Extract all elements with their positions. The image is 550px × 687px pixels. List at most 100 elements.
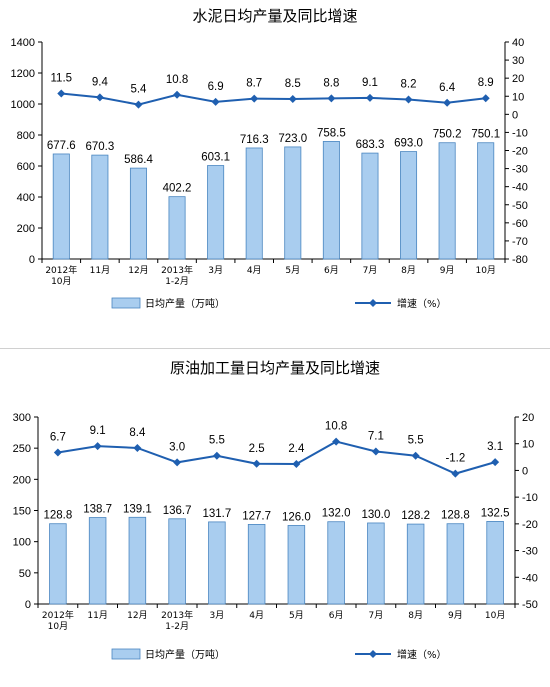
growth-marker <box>332 437 341 446</box>
legend-line-label: 增速（%） <box>397 297 447 310</box>
x-tick-label-line: 6月 <box>329 610 344 621</box>
left-tick-label: 200 <box>13 474 31 486</box>
growth-marker <box>491 458 500 467</box>
growth-marker <box>327 94 336 103</box>
bar-value-label: 128.8 <box>441 510 470 522</box>
x-tick-label: 3月 <box>210 610 225 621</box>
growth-value-label: 2.4 <box>288 443 305 455</box>
growth-marker <box>95 93 104 102</box>
growth-value-label: 9.1 <box>90 425 106 437</box>
left-tick-label: 100 <box>13 537 31 549</box>
x-tick-label-line: 5月 <box>289 610 304 621</box>
x-tick-label: 11月 <box>87 610 107 621</box>
bar-value-label: 138.7 <box>83 504 112 516</box>
bar <box>327 521 345 605</box>
x-tick-label-line: 12月 <box>128 265 148 276</box>
growth-marker <box>53 448 62 457</box>
bar <box>367 522 385 605</box>
growth-line <box>57 440 496 475</box>
left-tick-label: 200 <box>17 223 35 235</box>
left-tick-label: 150 <box>13 506 31 518</box>
x-tick-label: 2012年 10月 <box>42 609 74 632</box>
bar-value-label: 750.2 <box>433 129 462 141</box>
growth-value-label: 8.9 <box>478 77 494 89</box>
bar-value-label: 126.0 <box>282 511 311 523</box>
x-tick-label: 10月 <box>475 265 495 276</box>
legend-line-label: 增速（%） <box>397 648 447 661</box>
bar-value-label: 677.6 <box>47 140 76 152</box>
growth-value-label: 5.5 <box>209 435 225 447</box>
bar-value-label: 139.1 <box>123 503 152 515</box>
x-tick-label: 7月 <box>363 265 378 276</box>
x-tick-label-line: 2012年 <box>42 609 74 621</box>
growth-value-label: 8.7 <box>246 78 262 90</box>
x-tick-label-line: 10月 <box>485 610 505 621</box>
x-tick-label-line: 10月 <box>48 621 68 632</box>
growth-marker <box>211 97 220 106</box>
bar <box>128 516 147 605</box>
bar-value-label: 130.0 <box>361 509 390 521</box>
x-tick-label-line: 1-2月 <box>165 276 189 287</box>
x-tick-label-line: 6月 <box>324 265 339 276</box>
legend-bar-label: 日均产量（万吨） <box>145 297 225 310</box>
growth-value-label: 6.7 <box>50 432 66 444</box>
bar <box>406 523 425 605</box>
growth-marker <box>173 90 182 99</box>
growth-value-label: 7.1 <box>368 430 384 442</box>
growth-marker <box>252 459 261 468</box>
right-tick-label: 10 <box>522 439 534 451</box>
x-tick-label: 3月 <box>208 265 223 276</box>
growth-value-label: -1.2 <box>445 453 465 465</box>
bar-value-label: 723.0 <box>278 133 307 145</box>
bar <box>247 524 266 605</box>
growth-value-label: 6.9 <box>208 81 224 93</box>
x-tick-label: 11月 <box>90 265 110 276</box>
bar-value-label: 758.5 <box>317 127 346 139</box>
growth-marker <box>371 447 380 456</box>
right-tick-label: -30 <box>522 546 538 558</box>
legend-line-marker <box>369 299 377 307</box>
chart-panel-crude-oil: 原油加工量日均产量及同比增速 0 50 100 150 200 250 300 -50 -40 -3… <box>0 350 550 687</box>
right-tick-label: -20 <box>512 146 528 158</box>
crude-oil-chart: 原油加工量日均产量及同比增速050100150200250300-50-40-3… <box>13 359 538 661</box>
right-tick-label: 10 <box>512 91 524 103</box>
left-tick-label: 250 <box>13 443 31 455</box>
right-tick-label: 30 <box>512 55 524 67</box>
right-tick-label: -20 <box>522 519 538 531</box>
left-tick-label: 0 <box>25 599 31 611</box>
x-tick-label: 8月 <box>408 610 423 621</box>
right-tick-label: -30 <box>512 164 528 176</box>
bar-value-label: 716.3 <box>240 134 269 146</box>
x-tick-label: 6月 <box>324 265 339 276</box>
left-tick-label: 400 <box>17 192 35 204</box>
growth-marker <box>451 469 460 478</box>
bar <box>168 196 186 260</box>
bar-value-label: 128.2 <box>401 510 430 522</box>
growth-value-label: 3.0 <box>169 441 185 453</box>
x-tick-label: 10月 <box>485 610 505 621</box>
bar-value-label: 693.0 <box>394 138 423 150</box>
growth-marker <box>411 451 420 460</box>
bar <box>49 523 67 605</box>
x-tick-label: 4月 <box>247 265 262 276</box>
bar <box>361 152 379 260</box>
right-tick-label: 20 <box>522 412 534 424</box>
right-tick-label: 0 <box>522 465 528 477</box>
growth-marker <box>93 442 102 451</box>
bar <box>400 151 418 260</box>
growth-value-label: 9.4 <box>92 76 109 88</box>
x-tick-label: 9月 <box>440 265 455 276</box>
x-tick-label: 8月 <box>401 265 416 276</box>
growth-line <box>61 92 486 106</box>
growth-value-label: 3.1 <box>487 441 503 453</box>
x-tick-label: 2012年 10月 <box>45 264 77 287</box>
bar <box>168 518 186 605</box>
growth-value-label: 8.8 <box>323 77 339 89</box>
growth-value-label: 8.2 <box>401 79 417 91</box>
growth-marker <box>134 100 143 109</box>
bar <box>207 165 225 260</box>
x-tick-label-line: 8月 <box>401 265 416 276</box>
x-tick-label: 5月 <box>285 265 300 276</box>
bar-value-label: 128.8 <box>43 510 72 522</box>
chart-panel-cement: 水泥日均产量及同比增速 0 200 400 600 800 1000 1200 1400 -80-… <box>0 0 550 343</box>
